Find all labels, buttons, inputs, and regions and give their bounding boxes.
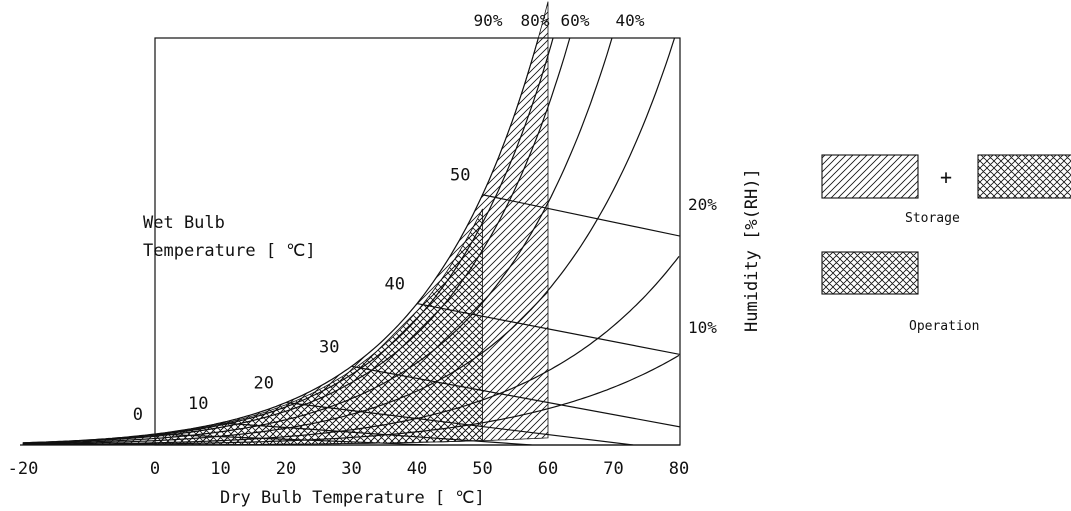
wet-bulb-title-line1: Wet Bulb bbox=[143, 213, 225, 233]
y-axis-title: Humidity [%(RH)] bbox=[742, 168, 762, 332]
x-tick-5: 40 bbox=[407, 459, 427, 479]
rh-curve-40 bbox=[23, 38, 676, 445]
x-tick-8: 70 bbox=[603, 459, 623, 479]
rh-curve-80 bbox=[22, 38, 571, 444]
wet-bulb-label-50: 50 bbox=[450, 166, 470, 186]
rh-label-40: 40% bbox=[616, 11, 645, 30]
wet-bulb-line-0 bbox=[154, 433, 431, 445]
x-tick-6: 50 bbox=[472, 459, 492, 479]
wet-bulb-label-40: 40 bbox=[385, 275, 405, 295]
rh-label-90: 90% bbox=[474, 11, 503, 30]
rh-curve-10 bbox=[23, 354, 680, 445]
legend-storage-label: Storage bbox=[905, 211, 960, 226]
x-tick-4: 30 bbox=[341, 459, 361, 479]
rh-curve-20 bbox=[22, 256, 680, 445]
x-tick-labels: -20 0 10 20 30 40 50 60 70 80 bbox=[8, 459, 690, 479]
rh-label-10: 10% bbox=[688, 318, 717, 337]
legend-operation-swatch bbox=[821, 251, 919, 295]
wet-bulb-label-10: 10 bbox=[188, 394, 208, 414]
legend-storage-swatch-cross bbox=[977, 154, 1071, 199]
rh-curve-labels: 90% 80% 60% 40% 20% 10% bbox=[474, 11, 718, 337]
legend-storage-swatch-diag bbox=[821, 154, 919, 199]
wet-bulb-line-20 bbox=[285, 401, 634, 445]
legend-plus-sign: + bbox=[940, 165, 952, 189]
rh-label-60: 60% bbox=[561, 11, 590, 30]
wet-bulb-line-50 bbox=[482, 194, 680, 237]
regions-layer bbox=[22, 1, 549, 446]
legend-operation-label: Operation bbox=[909, 319, 979, 334]
x-tick-1: 0 bbox=[150, 459, 160, 479]
wet-bulb-label-20: 20 bbox=[254, 373, 274, 393]
wet-bulb-line-30 bbox=[351, 365, 680, 428]
rh-curve-90 bbox=[22, 38, 554, 444]
x-tick-7: 60 bbox=[538, 459, 558, 479]
wet-bulb-label-0: 0 bbox=[133, 405, 143, 425]
x-axis-title: Dry Bulb Temperature [ ℃] bbox=[220, 488, 485, 508]
rh-label-80: 80% bbox=[521, 11, 550, 30]
region-operation bbox=[154, 208, 483, 446]
wet-bulb-label-30: 30 bbox=[319, 337, 339, 357]
wet-bulb-line-40 bbox=[416, 302, 680, 356]
rh-curve-60 bbox=[22, 38, 613, 445]
wet-bulb-lines-layer bbox=[154, 194, 680, 445]
wet-bulb-labels: 0 10 20 30 40 50 bbox=[133, 166, 471, 425]
rh-label-20: 20% bbox=[688, 195, 717, 214]
wet-bulb-title-line2: Temperature [ ℃] bbox=[143, 241, 316, 261]
rh-curves-layer bbox=[22, 38, 680, 445]
x-tick-3: 20 bbox=[276, 459, 296, 479]
rh-curve-100 bbox=[22, 38, 539, 444]
wet-bulb-line-10 bbox=[220, 422, 532, 445]
x-tick-9: 80 bbox=[669, 459, 689, 479]
x-tick-2: 10 bbox=[210, 459, 230, 479]
x-tick-0: -20 bbox=[8, 459, 39, 479]
